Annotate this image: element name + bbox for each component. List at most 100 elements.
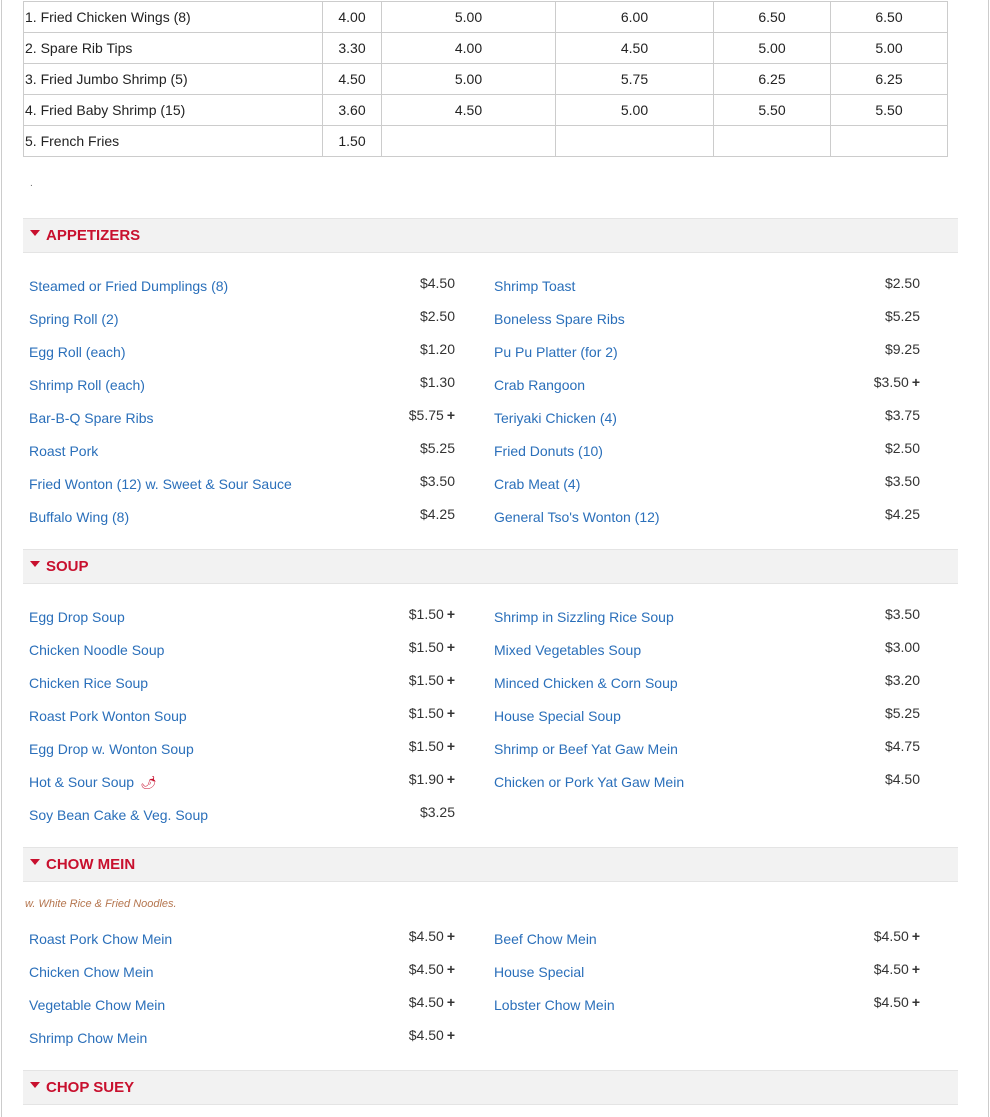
section-header-appetizers[interactable]: APPETIZERS xyxy=(23,218,958,253)
menu-item[interactable]: Chicken or Pork Yat Gaw Mein $4.50 xyxy=(488,765,953,798)
menu-item-name[interactable]: Pu Pu Platter (for 2) xyxy=(494,335,618,368)
section-header-chow-mein[interactable]: CHOW MEIN xyxy=(23,847,958,882)
menu-item-price: $2.50 xyxy=(420,302,455,335)
menu-item-name[interactable]: Boneless Spare Ribs xyxy=(494,302,625,335)
menu-item-name[interactable]: Hot & Sour Soup 🌶 xyxy=(29,765,157,798)
plus-icon[interactable]: + xyxy=(446,1027,455,1043)
plus-icon[interactable]: + xyxy=(446,928,455,944)
plus-icon[interactable]: + xyxy=(446,705,455,721)
menu-item[interactable]: Hot & Sour Soup 🌶 $1.90 + xyxy=(23,765,488,798)
menu-item[interactable]: House Special Soup $5.25 xyxy=(488,699,953,732)
menu-item-name[interactable]: Egg Drop w. Wonton Soup xyxy=(29,732,194,765)
menu-item[interactable]: Spring Roll (2) $2.50 xyxy=(23,302,488,335)
menu-item[interactable]: Mixed Vegetables Soup $3.00 xyxy=(488,633,953,666)
menu-item-name[interactable]: Beef Chow Mein xyxy=(494,922,597,955)
menu-item-name[interactable]: Teriyaki Chicken (4) xyxy=(494,401,617,434)
menu-item-name[interactable]: Fried Donuts (10) xyxy=(494,434,603,467)
menu-item-name[interactable]: Shrimp or Beef Yat Gaw Mein xyxy=(494,732,678,765)
menu-item[interactable]: Steamed or Fried Dumplings (8) $4.50 xyxy=(23,269,488,302)
menu-item-name[interactable]: Shrimp in Sizzling Rice Soup xyxy=(494,600,674,633)
menu-item[interactable]: Minced Chicken & Corn Soup $3.20 xyxy=(488,666,953,699)
menu-item-name[interactable]: General Tso's Wonton (12) xyxy=(494,500,660,533)
menu-item[interactable]: Crab Meat (4) $3.50 xyxy=(488,467,953,500)
menu-item[interactable]: House Special $4.50 + xyxy=(488,955,953,988)
menu-item-name[interactable]: Egg Drop Soup xyxy=(29,600,125,633)
menu-item-name[interactable]: Shrimp Chow Mein xyxy=(29,1021,147,1054)
menu-item-name[interactable]: Roast Pork Chow Mein xyxy=(29,922,172,955)
menu-item-label: Soy Bean Cake & Veg. Soup xyxy=(29,807,209,823)
plus-icon[interactable]: + xyxy=(911,928,920,944)
plus-icon[interactable]: + xyxy=(446,606,455,622)
menu-item-name[interactable]: Chicken Rice Soup xyxy=(29,666,148,699)
menu-item-name[interactable]: Buffalo Wing (8) xyxy=(29,500,129,533)
section-header-chop-suey[interactable]: CHOP SUEY xyxy=(23,1070,958,1105)
menu-item-name[interactable]: Lobster Chow Mein xyxy=(494,988,615,1021)
menu-item[interactable]: Egg Drop w. Wonton Soup $1.50 + xyxy=(23,732,488,765)
plus-icon[interactable]: + xyxy=(446,738,455,754)
menu-item-label: Fried Donuts (10) xyxy=(494,443,603,459)
menu-item[interactable]: Chicken Rice Soup $1.50 + xyxy=(23,666,488,699)
plus-icon[interactable]: + xyxy=(911,961,920,977)
menu-item-name[interactable]: Minced Chicken & Corn Soup xyxy=(494,666,678,699)
menu-item[interactable]: Vegetable Chow Mein $4.50 + xyxy=(23,988,488,1021)
menu-item[interactable]: Shrimp Chow Mein $4.50 + xyxy=(23,1021,488,1054)
menu-item[interactable]: Boneless Spare Ribs $5.25 xyxy=(488,302,953,335)
menu-item[interactable]: Fried Donuts (10) $2.50 xyxy=(488,434,953,467)
menu-item[interactable]: Egg Drop Soup $1.50 + xyxy=(23,600,488,633)
menu-item[interactable]: Pu Pu Platter (for 2) $9.25 xyxy=(488,335,953,368)
menu-item-name[interactable]: Bar-B-Q Spare Ribs xyxy=(29,401,153,434)
menu-item[interactable]: Bar-B-Q Spare Ribs $5.75 + xyxy=(23,401,488,434)
menu-item[interactable]: Soy Bean Cake & Veg. Soup $3.25 xyxy=(23,798,488,831)
menu-item-name[interactable]: House Special Soup xyxy=(494,699,621,732)
menu-item[interactable]: Chicken Chow Mein $4.50 + xyxy=(23,955,488,988)
menu-item[interactable]: Crab Rangoon $3.50 + xyxy=(488,368,953,401)
menu-item[interactable]: Lobster Chow Mein $4.50 + xyxy=(488,988,953,1021)
menu-item-name[interactable]: Roast Pork Wonton Soup xyxy=(29,699,187,732)
section-header-soup[interactable]: SOUP xyxy=(23,549,958,584)
plus-icon[interactable]: + xyxy=(446,639,455,655)
menu-item-label: House Special Soup xyxy=(494,708,621,724)
plus-icon[interactable]: + xyxy=(446,407,455,423)
menu-item[interactable]: Shrimp in Sizzling Rice Soup $3.50 xyxy=(488,600,953,633)
menu-item-price: $4.50 xyxy=(885,765,920,798)
item-name-cell: 5. French Fries xyxy=(23,125,323,157)
menu-item[interactable]: Shrimp Roll (each) $1.30 xyxy=(23,368,488,401)
menu-item[interactable]: Shrimp or Beef Yat Gaw Mein $4.75 xyxy=(488,732,953,765)
menu-item-name[interactable]: Chicken or Pork Yat Gaw Mein xyxy=(494,765,684,798)
menu-item[interactable]: Egg Roll (each) $1.20 xyxy=(23,335,488,368)
menu-item-name[interactable]: Shrimp Roll (each) xyxy=(29,368,145,401)
menu-item[interactable]: Roast Pork Chow Mein $4.50 + xyxy=(23,922,488,955)
menu-item-name[interactable]: Chicken Noodle Soup xyxy=(29,633,164,666)
menu-item-name[interactable]: Vegetable Chow Mein xyxy=(29,988,165,1021)
plus-icon[interactable]: + xyxy=(446,672,455,688)
menu-item-price: $5.25 xyxy=(420,434,455,467)
menu-item-name[interactable]: Egg Roll (each) xyxy=(29,335,126,368)
plus-icon[interactable]: + xyxy=(446,961,455,977)
menu-item[interactable]: Buffalo Wing (8) $4.25 xyxy=(23,500,488,533)
menu-item[interactable]: Fried Wonton (12) w. Sweet & Sour Sauce $… xyxy=(23,467,488,500)
menu-item[interactable]: General Tso's Wonton (12) $4.25 xyxy=(488,500,953,533)
menu-item-name[interactable]: Steamed or Fried Dumplings (8) xyxy=(29,269,228,302)
menu-item-name[interactable]: Chicken Chow Mein xyxy=(29,955,154,988)
menu-item-price: $3.25 xyxy=(420,798,455,831)
menu-item-name[interactable]: Fried Wonton (12) w. Sweet & Sour Sauce xyxy=(29,467,292,500)
price-cell xyxy=(713,125,831,157)
plus-icon[interactable]: + xyxy=(911,374,920,390)
menu-item[interactable]: Chicken Noodle Soup $1.50 + xyxy=(23,633,488,666)
menu-item-name[interactable]: Shrimp Toast xyxy=(494,269,575,302)
menu-item[interactable]: Shrimp Toast $2.50 xyxy=(488,269,953,302)
menu-item[interactable]: Beef Chow Mein $4.50 + xyxy=(488,922,953,955)
plus-icon[interactable]: + xyxy=(446,994,455,1010)
plus-icon[interactable]: + xyxy=(911,994,920,1010)
menu-item-name[interactable]: Soy Bean Cake & Veg. Soup xyxy=(29,798,208,831)
plus-icon[interactable]: + xyxy=(446,771,455,787)
menu-item-name[interactable]: House Special xyxy=(494,955,584,988)
menu-item[interactable]: Teriyaki Chicken (4) $3.75 xyxy=(488,401,953,434)
menu-item-name[interactable]: Roast Pork xyxy=(29,434,98,467)
menu-item[interactable]: Roast Pork Wonton Soup $1.50 + xyxy=(23,699,488,732)
menu-item[interactable]: Roast Pork $5.25 xyxy=(23,434,488,467)
menu-item-name[interactable]: Mixed Vegetables Soup xyxy=(494,633,641,666)
menu-item-name[interactable]: Crab Meat (4) xyxy=(494,467,580,500)
menu-item-name[interactable]: Crab Rangoon xyxy=(494,368,585,401)
menu-item-name[interactable]: Spring Roll (2) xyxy=(29,302,118,335)
